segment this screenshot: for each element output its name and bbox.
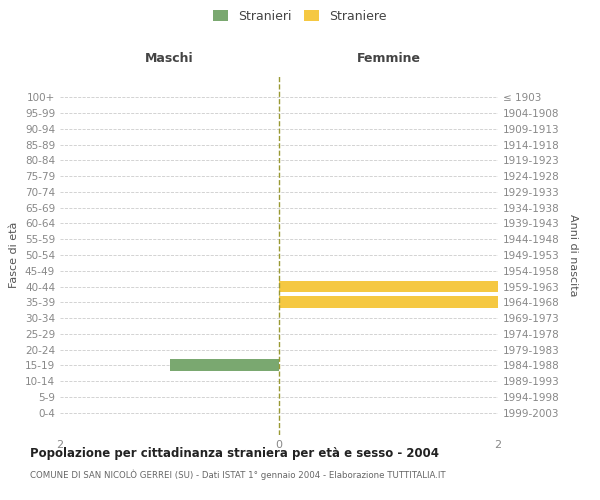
Legend: Stranieri, Straniere: Stranieri, Straniere (209, 6, 391, 26)
Y-axis label: Anni di nascita: Anni di nascita (568, 214, 578, 296)
Bar (170, 360, 279, 372)
Text: COMUNE DI SAN NICOLÒ GERREI (SU) - Dati ISTAT 1° gennaio 2004 - Elaborazione TUT: COMUNE DI SAN NICOLÒ GERREI (SU) - Dati … (30, 469, 446, 480)
Text: Femmine: Femmine (356, 52, 421, 65)
Bar (279, 296, 498, 308)
Y-axis label: Fasce di età: Fasce di età (10, 222, 19, 288)
Text: Popolazione per cittadinanza straniera per età e sesso - 2004: Popolazione per cittadinanza straniera p… (30, 448, 439, 460)
Text: Maschi: Maschi (145, 52, 194, 65)
Bar (279, 280, 498, 292)
